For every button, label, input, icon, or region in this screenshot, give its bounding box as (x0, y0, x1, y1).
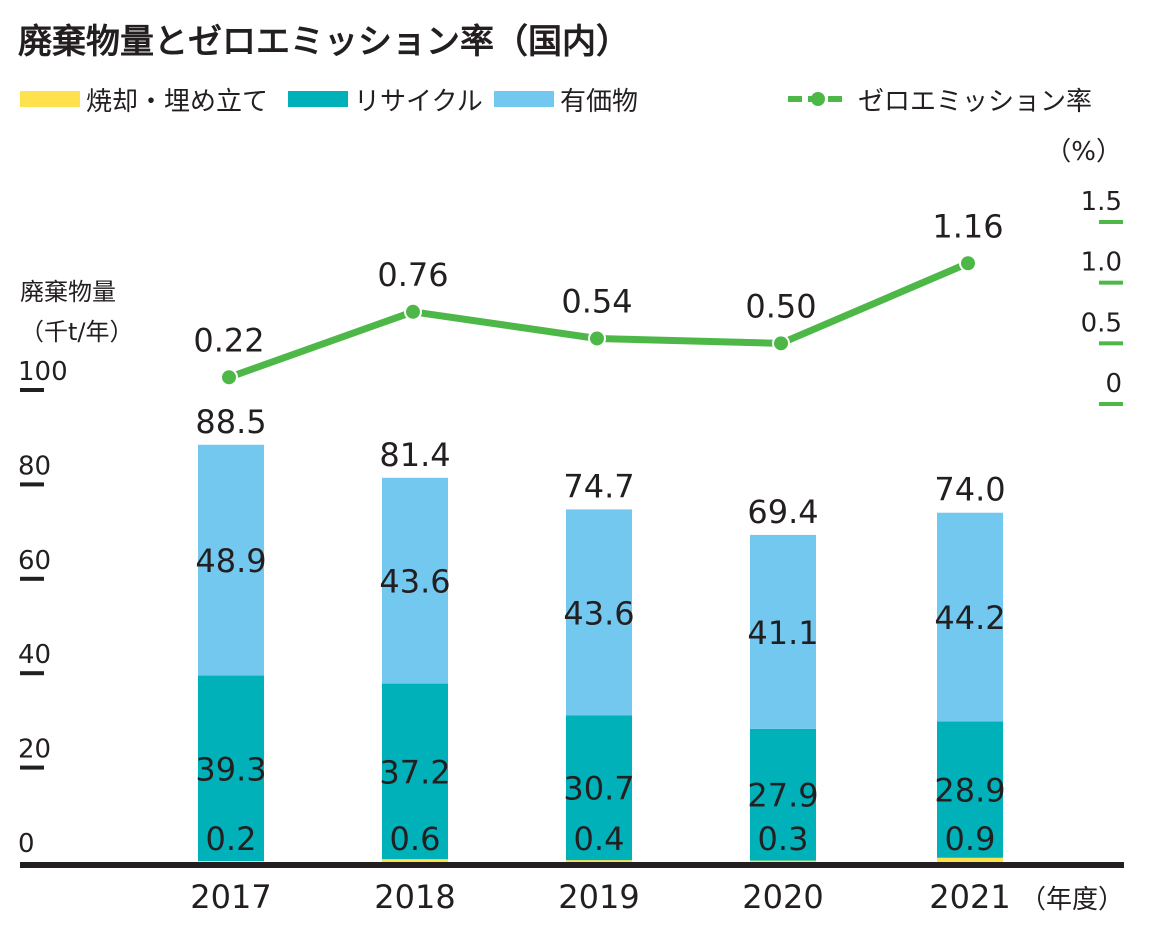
bar-segment (198, 861, 264, 862)
y2-tick-mark (1099, 280, 1123, 285)
zero-emission-label: 0.54 (561, 282, 632, 320)
bar-segment (750, 728, 816, 861)
y-tick-label: 60 (18, 546, 51, 576)
bar-label-recycle: 39.3 (195, 750, 266, 788)
bar-segment (750, 534, 816, 729)
y2-tick-mark (1099, 220, 1123, 224)
bar-label-incineration: 0.2 (206, 820, 257, 858)
bar-segment (198, 444, 264, 676)
y-tick-mark (20, 388, 44, 392)
zero-emission-point (404, 302, 422, 321)
legend-swatch-incineration (20, 91, 80, 107)
bar-segment (198, 675, 264, 862)
y-tick-mark (20, 671, 44, 676)
bar-label-valuables: 43.6 (379, 563, 450, 601)
y-tick-label: 0 (18, 829, 35, 859)
y2-axis-title: （%） (1045, 137, 1122, 167)
legend-line-marker (788, 92, 848, 106)
legend-swatch-valuables (494, 91, 554, 107)
bar-label-valuables: 44.2 (934, 599, 1005, 637)
legend-swatch-recycle (288, 91, 348, 107)
chart-title: 廃棄物量とゼロエミッション率（国内） (18, 22, 630, 62)
zero-emission-label: 0.22 (193, 321, 264, 359)
zero-emission-point (959, 254, 977, 273)
x-tick-label: 2019 (558, 878, 639, 916)
legend-item-incineration: 焼却・埋め立て (20, 84, 268, 117)
x-axis-line (20, 862, 1124, 868)
y2-tick-label: 1.0 (1081, 248, 1122, 278)
x-tick-label: 2021 (929, 878, 1010, 916)
legend-label-zero-emission: ゼロエミッション率 (858, 86, 1093, 117)
x-tick-label: 2017 (190, 878, 271, 916)
bar-label-valuables: 48.9 (195, 542, 266, 580)
y2-tick-label: 0.5 (1081, 308, 1122, 338)
bar-label-incineration: 0.3 (758, 820, 809, 858)
bar-segment (566, 509, 632, 716)
y-tick-mark (20, 576, 44, 581)
bar-label-recycle: 27.9 (747, 777, 818, 815)
bar-segment (750, 860, 816, 862)
y2-tick-label: 0 (1105, 369, 1122, 399)
bar-segment (566, 715, 632, 861)
legend-label-incineration: 焼却・埋め立て (86, 86, 269, 117)
bar-label-valuables: 41.1 (747, 614, 818, 652)
zero-emission-point (588, 329, 606, 348)
y-axis-title-line: （千t/年） (20, 318, 134, 346)
y-tick-mark (20, 482, 44, 487)
legend-label-recycle: リサイクル (354, 86, 483, 117)
y2-tick-mark (1099, 341, 1123, 346)
bar-total-label: 69.4 (747, 493, 818, 531)
bar-segment (382, 683, 448, 860)
bar-segment (937, 512, 1003, 722)
bar-label-incineration: 0.9 (945, 820, 996, 858)
bar-total-label: 74.7 (563, 467, 634, 505)
bar-label-incineration: 0.4 (574, 820, 625, 858)
y2-tick-mark (1099, 402, 1123, 406)
bar-label-recycle: 37.2 (379, 753, 450, 791)
y-axis-title-line: 廃棄物量 (20, 278, 116, 306)
bar-total-label: 88.5 (195, 403, 266, 441)
zero-emission-label: 0.50 (745, 287, 816, 325)
legend-label-valuables: 有価物 (560, 86, 639, 117)
bar-segment (566, 860, 632, 862)
legend-item-valuables: 有価物 (494, 84, 638, 117)
bar-segment (937, 721, 1003, 858)
bar-segment (937, 857, 1003, 862)
legend-item-recycle: リサイクル (288, 84, 483, 117)
x-tick-label: 2018 (374, 878, 455, 916)
zero-emission-point (772, 334, 790, 353)
bar-label-recycle: 28.9 (934, 772, 1005, 810)
y-tick-label: 40 (18, 640, 51, 670)
y-tick-label: 20 (18, 735, 51, 765)
zero-emission-label: 1.16 (932, 207, 1003, 245)
y-tick-label: 80 (18, 451, 51, 481)
zero-emission-label: 0.76 (377, 256, 448, 294)
x-tick-label: 2020 (742, 878, 823, 916)
y2-tick-label: 1.5 (1081, 187, 1122, 217)
legend-item-zero-emission: ゼロエミッション率 (786, 84, 1092, 117)
bar-total-label: 81.4 (379, 436, 450, 474)
bar-segment (382, 859, 448, 862)
bar-label-recycle: 30.7 (563, 770, 634, 808)
y-tick-label: 100 (18, 357, 68, 387)
y-tick-mark (20, 765, 44, 770)
x-axis-title: （年度） (1020, 885, 1124, 915)
bar-label-valuables: 43.6 (563, 594, 634, 632)
zero-emission-point (220, 368, 238, 387)
bar-total-label: 74.0 (934, 471, 1005, 509)
bar-label-incineration: 0.6 (390, 820, 441, 858)
bar-segment (382, 477, 448, 684)
